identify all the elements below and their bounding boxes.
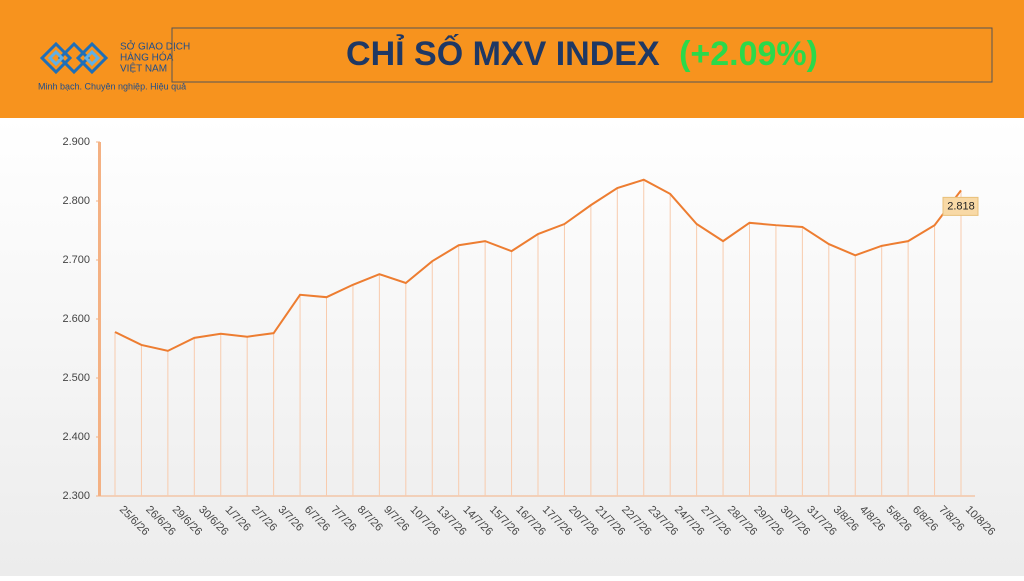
slogan: Minh bạch. Chuyên nghiệp. Hiệu quả: [38, 81, 186, 91]
title-box: [171, 27, 993, 83]
y-tick-label: 2.400: [62, 431, 90, 443]
y-tick-label: 2.700: [62, 254, 90, 266]
y-tick-label: 2.300: [62, 490, 90, 502]
value-label: 2.818: [947, 200, 975, 212]
y-tick-label: 2.600: [62, 313, 90, 325]
title-text: CHỈ SỐ MXV INDEX: [346, 34, 660, 73]
logo-text: VIỆT NAM: [120, 62, 167, 75]
series-line: [114, 178, 962, 352]
y-tick-label: 2.900: [62, 136, 90, 148]
y-axis: [98, 142, 101, 496]
title-change: (+2.09%): [679, 35, 818, 73]
logo-icon: [39, 41, 109, 75]
y-tick-label: 2.800: [62, 195, 90, 207]
header-bar: [0, 0, 1024, 118]
value-label-box: [942, 196, 979, 216]
y-tick-label: 2.500: [62, 372, 90, 384]
title: CHỈ SỐ MXV INDEX (+2.09%): [346, 34, 818, 73]
logo-text: HÀNG HÓA: [120, 51, 174, 64]
logo-text: SỞ GIAO DỊCH: [120, 40, 190, 53]
